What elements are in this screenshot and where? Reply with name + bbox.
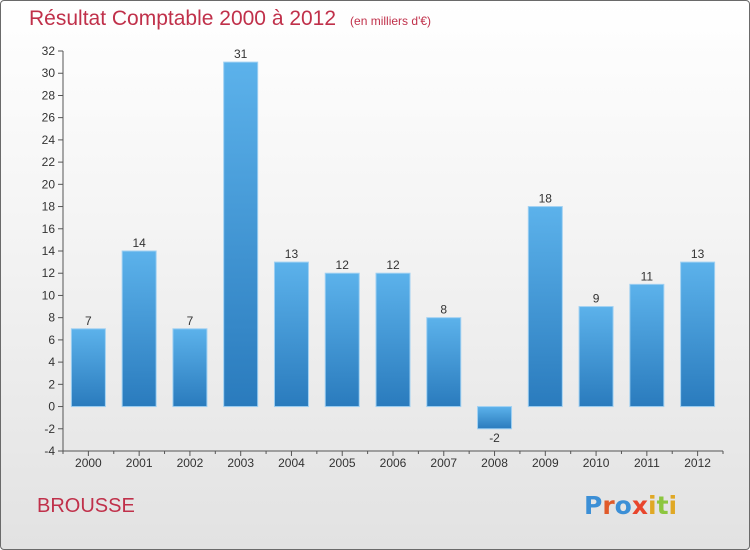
x-tick-label: 2005 bbox=[329, 456, 356, 470]
y-tick-label: 26 bbox=[42, 111, 56, 125]
proxiti-logo: Proxiti bbox=[584, 491, 677, 520]
y-tick-label: 12 bbox=[42, 266, 56, 280]
data-label: -2 bbox=[489, 431, 500, 445]
bar bbox=[629, 283, 665, 408]
y-tick-label: 24 bbox=[42, 133, 56, 147]
logo-letter: t bbox=[656, 491, 669, 520]
data-label: 7 bbox=[85, 314, 92, 328]
bar bbox=[70, 328, 106, 408]
x-tick-label: 2002 bbox=[177, 456, 204, 470]
bar bbox=[426, 317, 462, 408]
y-tick-label: 32 bbox=[42, 44, 56, 58]
bar bbox=[527, 206, 563, 408]
y-tick-label: 10 bbox=[42, 288, 56, 302]
logo-letter: r bbox=[602, 491, 615, 520]
data-label: 11 bbox=[641, 269, 654, 283]
chart-title: Résultat Comptable 2000 à 2012 bbox=[29, 7, 337, 30]
x-tick-label: 2007 bbox=[430, 456, 457, 470]
y-tick-label: 8 bbox=[48, 311, 55, 325]
data-label: 7 bbox=[187, 314, 194, 328]
data-label: 9 bbox=[593, 292, 600, 306]
bar bbox=[477, 406, 513, 430]
x-tick-label: 2006 bbox=[380, 456, 407, 470]
x-tick-label: 2010 bbox=[583, 456, 610, 470]
x-tick-label: 2000 bbox=[75, 456, 102, 470]
y-tick-label: 30 bbox=[42, 66, 56, 80]
y-tick-label: -4 bbox=[44, 444, 55, 458]
y-tick-label: 2 bbox=[48, 377, 55, 391]
data-label: 8 bbox=[440, 303, 447, 317]
y-tick-label: 20 bbox=[42, 177, 56, 191]
chart-subtitle: (en milliers d'€) bbox=[350, 14, 432, 28]
y-tick-label: 22 bbox=[42, 155, 56, 169]
bar bbox=[375, 272, 411, 408]
logo-letter: o bbox=[614, 491, 632, 520]
data-label: 12 bbox=[336, 258, 350, 272]
bar bbox=[324, 272, 360, 408]
y-tick-label: 6 bbox=[48, 333, 55, 347]
y-tick-label: -2 bbox=[44, 422, 55, 436]
data-label: 13 bbox=[285, 247, 299, 261]
data-label: 13 bbox=[691, 247, 705, 261]
x-tick-label: 2003 bbox=[227, 456, 254, 470]
x-tick-label: 2011 bbox=[634, 456, 660, 470]
y-tick-label: 4 bbox=[48, 355, 55, 369]
x-tick-label: 2004 bbox=[278, 456, 305, 470]
x-tick-label: 2001 bbox=[126, 456, 153, 470]
logo-letter: i bbox=[648, 491, 657, 520]
y-tick-label: 16 bbox=[42, 222, 56, 236]
bar bbox=[680, 261, 716, 408]
bar bbox=[273, 261, 309, 408]
location-label: BROUSSE bbox=[37, 495, 135, 517]
data-label: 18 bbox=[539, 192, 553, 206]
data-label: 14 bbox=[132, 236, 146, 250]
x-tick-label: 2009 bbox=[532, 456, 559, 470]
logo-letter: i bbox=[668, 491, 678, 520]
x-tick-label: 2008 bbox=[481, 456, 508, 470]
bar bbox=[121, 250, 157, 408]
title-block: Résultat Comptable 2000 à 2012 (en milli… bbox=[29, 7, 431, 31]
logo-letter: x bbox=[631, 491, 648, 520]
bar bbox=[172, 328, 208, 408]
bar bbox=[223, 61, 259, 408]
logo-letter: P bbox=[584, 491, 603, 520]
y-tick-label: 0 bbox=[48, 400, 55, 414]
y-tick-label: 28 bbox=[42, 88, 56, 102]
data-label: 31 bbox=[234, 47, 248, 61]
bar bbox=[578, 306, 614, 408]
y-tick-label: 18 bbox=[42, 200, 56, 214]
x-tick-label: 2012 bbox=[684, 456, 711, 470]
data-label: 12 bbox=[386, 258, 400, 272]
y-tick-label: 14 bbox=[42, 244, 56, 258]
